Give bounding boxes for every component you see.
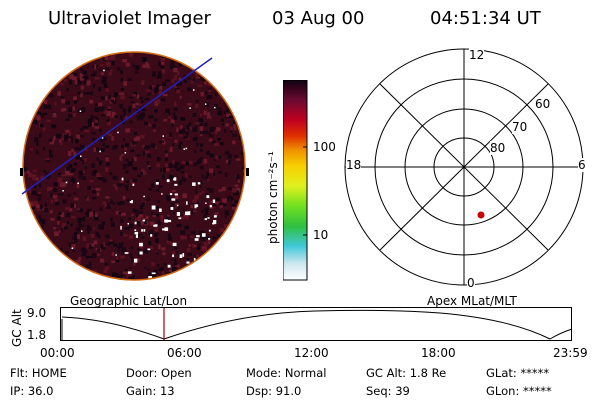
earth-disk <box>23 52 245 280</box>
colorbar-unit-label: photon cm⁻²s⁻¹ <box>266 151 280 244</box>
spacecraft-marker <box>477 211 485 219</box>
dsp-value: 91.0 <box>275 384 302 398</box>
door-label: Door: <box>126 366 158 380</box>
time-tick-0000: 00:00 <box>40 346 75 360</box>
disk-tick-right <box>246 168 249 176</box>
polar-dial <box>344 48 584 286</box>
glat-label: GLat: <box>486 366 517 380</box>
mlt-label-6: 6 <box>578 158 586 172</box>
status-mode: Mode: Normal <box>246 366 326 380</box>
right-panel-caption: Apex MLat/MLT <box>427 294 517 308</box>
dial-diagonal-b <box>379 83 549 251</box>
mlt-label-12: 12 <box>469 48 485 62</box>
lat-label-60: 60 <box>535 97 551 111</box>
altitude-plot <box>60 307 573 341</box>
colorbar-tick-10: 10 <box>313 228 329 242</box>
status-door: Door: Open <box>126 366 192 380</box>
mode-value: Normal <box>284 366 327 380</box>
mlt-label-18: 18 <box>346 158 362 172</box>
color-bar <box>283 80 308 281</box>
altitude-tick-1-8: 1.8 <box>27 328 47 342</box>
ip-value: 36.0 <box>27 384 54 398</box>
mode-label: Mode: <box>246 366 282 380</box>
lat-label-80: 80 <box>490 141 506 155</box>
orbit-track-line <box>21 57 213 195</box>
time-label: 04:51:34 UT <box>430 8 541 29</box>
time-tick-1800: 18:00 <box>421 346 456 360</box>
time-tick-2359: 23:59 <box>553 346 588 360</box>
colorbar-tick-100: 100 <box>313 140 336 154</box>
time-tick-0600: 06:00 <box>167 346 202 360</box>
status-flt: Flt: HOME <box>10 366 67 380</box>
disk-tick-left <box>20 168 23 176</box>
altitude-axis-label: GC Alt <box>10 309 24 347</box>
status-glon: GLon: ***** <box>486 384 552 398</box>
status-seq: Seq: 39 <box>366 384 410 398</box>
gain-value: 13 <box>159 384 175 398</box>
flt-label: Flt: <box>10 366 29 380</box>
status-dsp: Dsp: 91.0 <box>246 384 301 398</box>
gcalt-value: 1.8 Re <box>409 366 447 380</box>
status-gain: Gain: 13 <box>126 384 175 398</box>
lat-label-70: 70 <box>512 120 528 134</box>
status-glat: GLat: ***** <box>486 366 549 380</box>
disk-rim <box>22 51 246 281</box>
status-gcalt: GC Alt: 1.8 Re <box>366 366 446 380</box>
app-title: Ultraviolet Imager <box>48 8 211 29</box>
seq-value: 39 <box>395 384 410 398</box>
door-value: Open <box>160 366 192 380</box>
status-ip: IP: 36.0 <box>10 384 53 398</box>
left-panel-caption: Geographic Lat/Lon <box>70 294 188 308</box>
glat-value: ***** <box>520 366 550 380</box>
flt-value: HOME <box>31 366 67 380</box>
date-label: 03 Aug 00 <box>272 8 365 29</box>
altitude-tick-9: 9.0 <box>27 306 47 320</box>
ip-label: IP: <box>10 384 25 398</box>
seq-label: Seq: <box>366 384 392 398</box>
mlt-label-0: 0 <box>467 276 475 290</box>
glon-label: GLon: <box>486 384 520 398</box>
gain-label: Gain: <box>126 384 157 398</box>
altitude-curve <box>61 309 573 340</box>
gcalt-label: GC Alt: <box>366 366 407 380</box>
time-tick-1200: 12:00 <box>294 346 329 360</box>
uv-disk-image <box>20 51 249 281</box>
dsp-label: Dsp: <box>246 384 273 398</box>
glon-value: ***** <box>522 384 552 398</box>
